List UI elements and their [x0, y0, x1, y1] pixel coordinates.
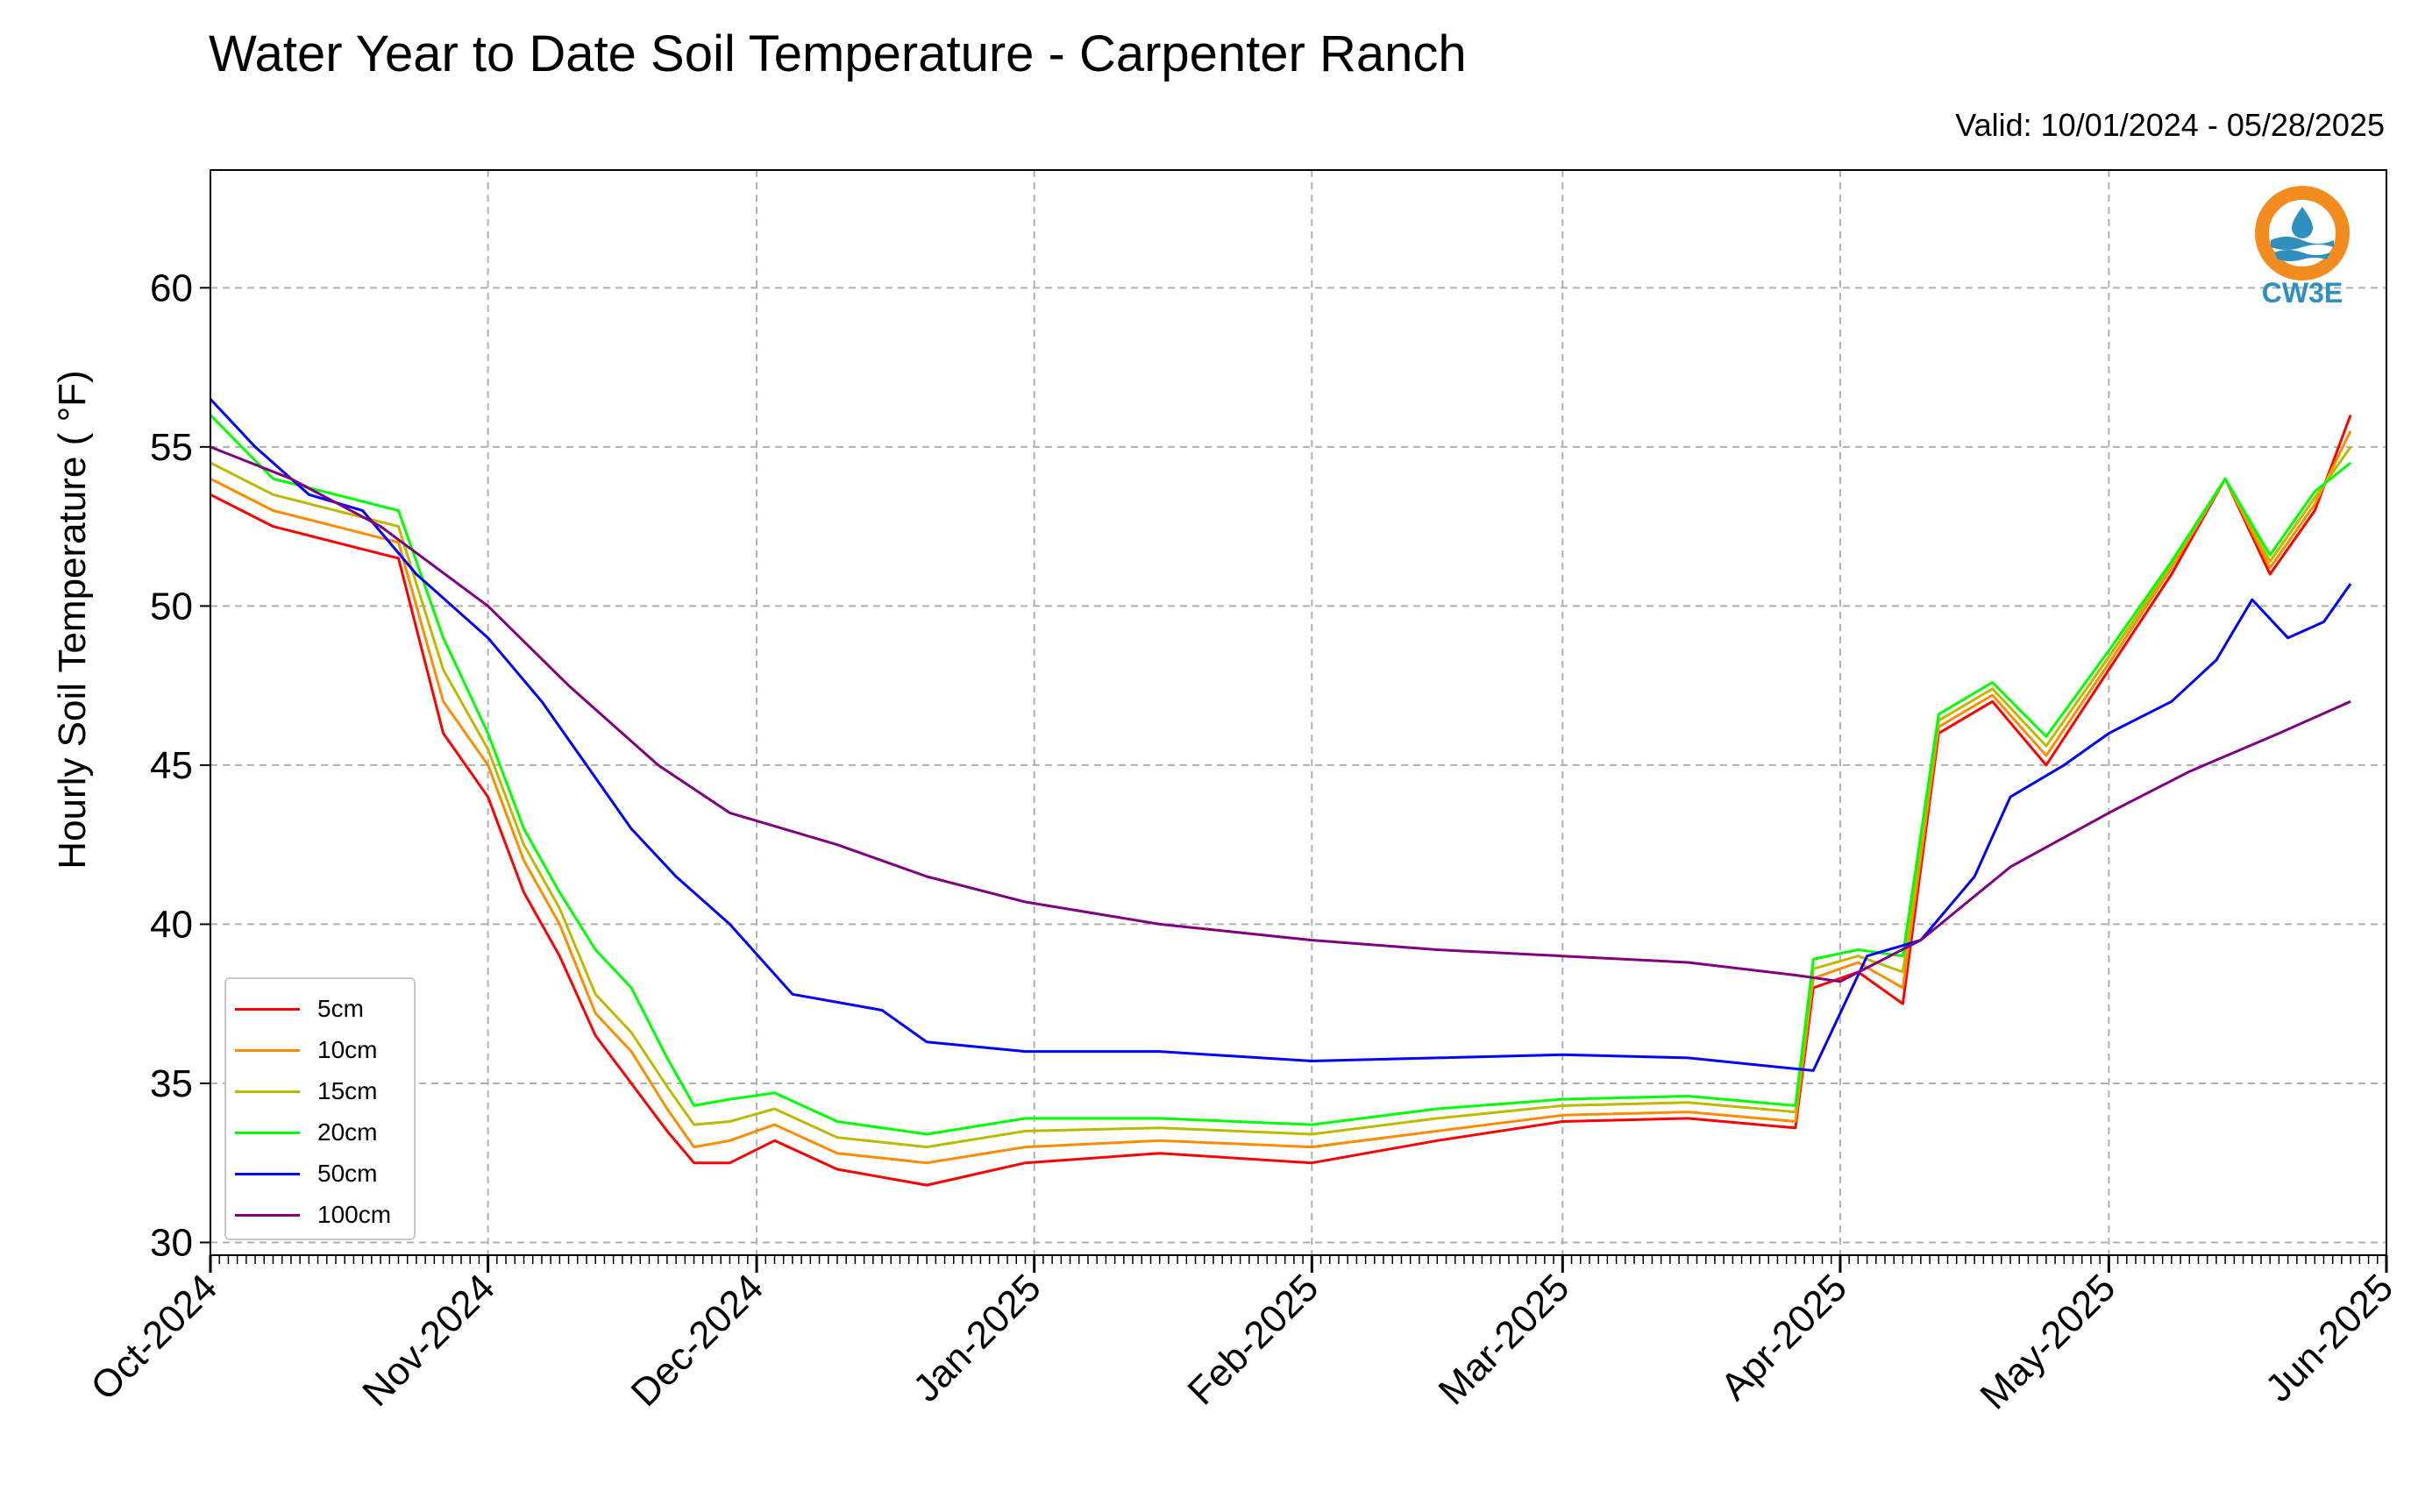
legend-swatch [235, 1007, 300, 1011]
x-tick-label: Oct-2024 [82, 1266, 225, 1409]
legend-label: 10cm [317, 1036, 378, 1063]
legend-label: 100cm [317, 1201, 392, 1228]
legend-item-15cm: 15cm [235, 1074, 377, 1109]
grid-lines [210, 170, 2387, 1255]
y-tick-label: 30 [150, 1221, 193, 1264]
y-tick-label: 35 [150, 1062, 193, 1105]
series-line-10cm [210, 430, 2352, 1165]
series-line-50cm [209, 398, 2352, 1072]
plot-frame [210, 169, 2387, 1256]
legend-item-20cm: 20cm [235, 1115, 377, 1150]
x-tick-label: Nov-2024 [354, 1266, 503, 1415]
legend-item-10cm: 10cm [235, 1033, 377, 1068]
y-tick-label: 45 [150, 744, 193, 787]
y-tick-label: 50 [150, 585, 193, 628]
chart-title: Water Year to Date Soil Temperature - Ca… [209, 25, 1467, 82]
x-tick-label: Apr-2025 [1712, 1266, 1855, 1409]
x-tick-label: Jun-2025 [2258, 1266, 2401, 1409]
legend-swatch [235, 1090, 300, 1093]
y-tick-label: 40 [150, 903, 193, 946]
series-line-5cm [210, 414, 2352, 1187]
logo-text: CW3E [2261, 277, 2343, 309]
x-tick-label: Mar-2025 [1431, 1266, 1578, 1413]
legend-item-50cm: 50cm [235, 1156, 377, 1191]
series-line-100cm [210, 445, 2351, 983]
cw3e-logo-icon [2255, 186, 2350, 280]
x-tick-label: Feb-2025 [1180, 1266, 1327, 1413]
x-tick-label: May-2025 [1972, 1266, 2123, 1417]
valid-date-range: Valid: 10/01/2024 - 05/28/2025 [1955, 107, 2385, 143]
legend-label: 20cm [317, 1118, 378, 1146]
legend-swatch [235, 1048, 300, 1052]
legend-label: 15cm [317, 1077, 378, 1104]
legend-label: 5cm [317, 995, 364, 1022]
series-line-20cm [209, 414, 2352, 1136]
x-tick-label: Dec-2024 [623, 1266, 772, 1415]
legend-swatch [235, 1213, 300, 1217]
legend-item-100cm: 100cm [235, 1197, 391, 1232]
cw3e-logo: CW3E [2250, 186, 2355, 326]
series-line-15cm [210, 446, 2352, 1149]
x-tick-label: Jan-2025 [905, 1266, 1049, 1409]
legend-label: 50cm [317, 1160, 378, 1187]
legend: 5cm 10cm 15cm 20cm 50cm 100cm [224, 977, 416, 1240]
y-tick-label: 60 [150, 266, 193, 309]
legend-swatch [235, 1131, 300, 1134]
legend-swatch [235, 1172, 300, 1175]
legend-item-5cm: 5cm [235, 991, 364, 1026]
series-lines [209, 398, 2352, 1187]
y-tick-label: 55 [150, 426, 193, 469]
